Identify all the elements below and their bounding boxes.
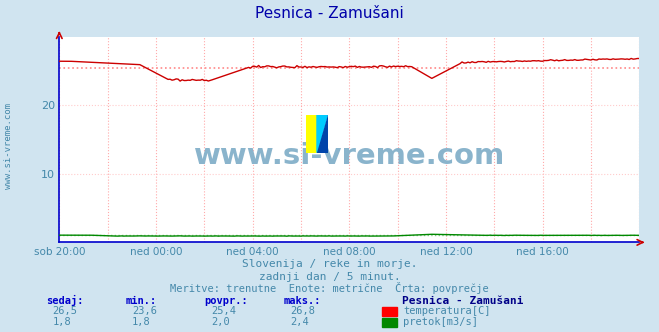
Text: www.si-vreme.com: www.si-vreme.com <box>194 142 505 170</box>
Text: sedaj:: sedaj: <box>46 295 84 306</box>
Polygon shape <box>306 115 317 153</box>
Text: 2,4: 2,4 <box>290 317 308 327</box>
Text: Pesnica - Zamušani: Pesnica - Zamušani <box>255 6 404 21</box>
Text: pretok[m3/s]: pretok[m3/s] <box>403 317 478 327</box>
Text: 26,8: 26,8 <box>290 306 315 316</box>
Text: 2,0: 2,0 <box>211 317 229 327</box>
Text: zadnji dan / 5 minut.: zadnji dan / 5 minut. <box>258 272 401 282</box>
Text: min.:: min.: <box>125 296 156 306</box>
Text: www.si-vreme.com: www.si-vreme.com <box>4 103 13 189</box>
Text: Meritve: trenutne  Enote: metrične  Črta: povprečje: Meritve: trenutne Enote: metrične Črta: … <box>170 282 489 294</box>
Text: 26,5: 26,5 <box>53 306 78 316</box>
Polygon shape <box>317 115 328 153</box>
Text: 1,8: 1,8 <box>132 317 150 327</box>
Text: 1,8: 1,8 <box>53 317 71 327</box>
Text: Slovenija / reke in morje.: Slovenija / reke in morje. <box>242 259 417 269</box>
Polygon shape <box>317 115 328 153</box>
Text: temperatura[C]: temperatura[C] <box>403 306 491 316</box>
Text: Pesnica - Zamušani: Pesnica - Zamušani <box>402 296 523 306</box>
Text: 23,6: 23,6 <box>132 306 157 316</box>
Text: povpr.:: povpr.: <box>204 296 248 306</box>
Text: maks.:: maks.: <box>283 296 321 306</box>
Text: 25,4: 25,4 <box>211 306 236 316</box>
